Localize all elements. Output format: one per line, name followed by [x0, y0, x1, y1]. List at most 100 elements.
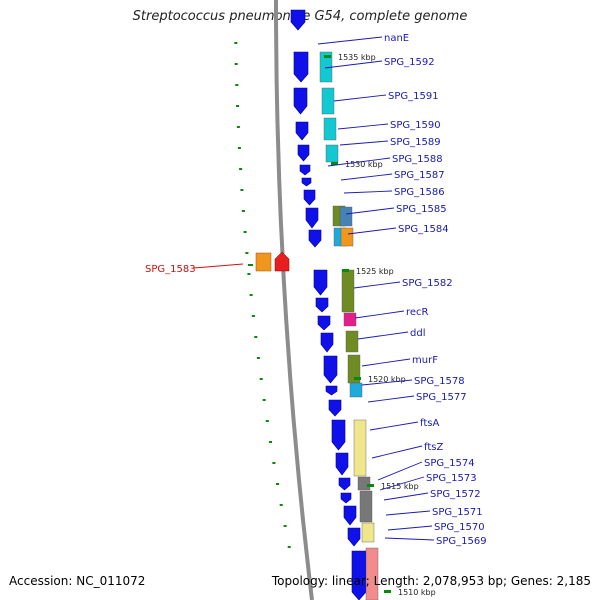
gene-label-leader: [371, 445, 423, 459]
gene-label-leader: [345, 207, 395, 215]
kbp-tick: [354, 377, 361, 380]
gene-label-leader: [367, 395, 415, 403]
gene-label-leader: [339, 140, 389, 146]
guide-dot: [283, 525, 287, 527]
kbp-tick: [324, 55, 331, 58]
kbp-tick: [342, 269, 349, 272]
gene-label: recR: [406, 307, 429, 318]
gene-label: murF: [412, 355, 438, 366]
gene-arrow: [293, 87, 308, 115]
gene-arrow: [303, 189, 316, 206]
cog-color-bar: [349, 382, 363, 398]
cog-color-bar: [353, 419, 367, 477]
guide-dot: [254, 336, 258, 338]
gene-label: ftsA: [420, 418, 439, 429]
gene-arrow: [343, 505, 357, 526]
gene-label-leader: [353, 281, 401, 289]
guide-dot: [287, 546, 291, 548]
genome-summary-text: Topology: linear; Length: 2,078,953 bp; …: [271, 574, 591, 588]
cog-color-bar: [341, 269, 355, 313]
guide-dot: [236, 126, 240, 128]
gene-arrow: [315, 297, 329, 313]
gene-label: SPG_1573: [426, 473, 477, 484]
gene-arrow: [338, 477, 351, 491]
cog-color-bar: [361, 522, 375, 543]
gene-arrow: [323, 355, 338, 384]
cog-color-bar: [323, 117, 337, 141]
gene-label: SPG_1574: [424, 458, 475, 469]
gene-label-leader: [317, 36, 383, 45]
gene-arrow: [293, 51, 309, 83]
guide-dot: [276, 483, 279, 485]
gene-arrow: [297, 144, 310, 162]
gene-arrow: [308, 229, 322, 248]
gene-label: SPG_1577: [416, 392, 467, 403]
gene-label-leader: [361, 358, 411, 367]
guide-dot: [243, 231, 247, 233]
gene-label: SPG_1592: [384, 57, 435, 68]
guide-dot: [241, 210, 245, 212]
gene-arrow: [290, 9, 306, 31]
gene-arrow: [335, 452, 349, 476]
kbp-tick: [384, 590, 391, 593]
gene-arrow: [325, 385, 338, 396]
gene-label-leader: [340, 173, 393, 181]
gene-arrow: [351, 550, 367, 600]
cog-color-bar: [343, 312, 357, 327]
kbp-marker-label: 1535 kbp: [338, 53, 376, 62]
gene-arrow: [305, 207, 319, 229]
cog-color-bar: [321, 87, 335, 115]
gene-label-leader: [383, 492, 429, 501]
gene-label: SPG_1587: [394, 170, 445, 181]
gene-label-leader: [387, 525, 433, 531]
guide-dot: [237, 147, 241, 149]
guide-dot: [269, 441, 272, 443]
gene-label-leader: [369, 421, 419, 431]
gene-label: SPG_1578: [414, 376, 465, 387]
gene-label: SPG_1588: [392, 154, 443, 165]
cog-color-bar: [359, 490, 373, 523]
kbp-marker-label: 1520 kbp: [368, 375, 406, 384]
gene-label: nanE: [384, 33, 409, 44]
gene-label-leader: [333, 94, 387, 102]
kbp-marker-label: 1510 kbp: [398, 588, 436, 597]
guide-dot: [240, 189, 244, 191]
guide-dot: [256, 357, 260, 359]
guide-dot: [262, 399, 266, 401]
gene-label-leader: [347, 227, 397, 235]
gene-arrow: [331, 419, 346, 451]
gene-arrow: [301, 177, 312, 187]
gene-arrow: [299, 164, 311, 176]
gene-label-leader: [385, 510, 431, 516]
cog-color-bar: [340, 227, 354, 247]
kbp-tick: [331, 162, 338, 165]
cog-color-bar: [339, 206, 353, 227]
kbp-tick: [367, 484, 374, 487]
gene-arrow: [320, 332, 334, 353]
gene-label-leader: [384, 537, 435, 541]
kbp-marker-label: 1530 kbp: [345, 160, 383, 169]
highlighted-gene-bar: [255, 252, 272, 272]
gene-label-leader: [379, 476, 425, 491]
gene-arrow: [295, 121, 309, 141]
gene-label-leader: [337, 123, 389, 130]
gene-label-leader: [324, 60, 383, 69]
gene-arrow: [340, 492, 352, 504]
gene-label: ddl: [410, 328, 425, 339]
gene-label: SPG_1582: [402, 278, 453, 289]
guide-dot: [248, 264, 253, 266]
gene-arrow: [317, 315, 331, 331]
guide-dot: [235, 84, 239, 86]
chromosome-backbone: [274, 0, 314, 600]
cog-color-bar: [325, 144, 339, 163]
gene-arrow: [347, 527, 361, 547]
cog-color-bar: [365, 547, 379, 600]
gene-label: SPG_1589: [390, 137, 441, 148]
gene-label: SPG_1572: [430, 489, 481, 500]
highlighted-gene-label: SPG_1583: [145, 264, 196, 275]
gene-label-leader: [377, 461, 423, 481]
gene-label-leader: [343, 190, 393, 194]
guide-dot: [247, 273, 251, 275]
highlighted-gene-leader: [193, 263, 244, 269]
